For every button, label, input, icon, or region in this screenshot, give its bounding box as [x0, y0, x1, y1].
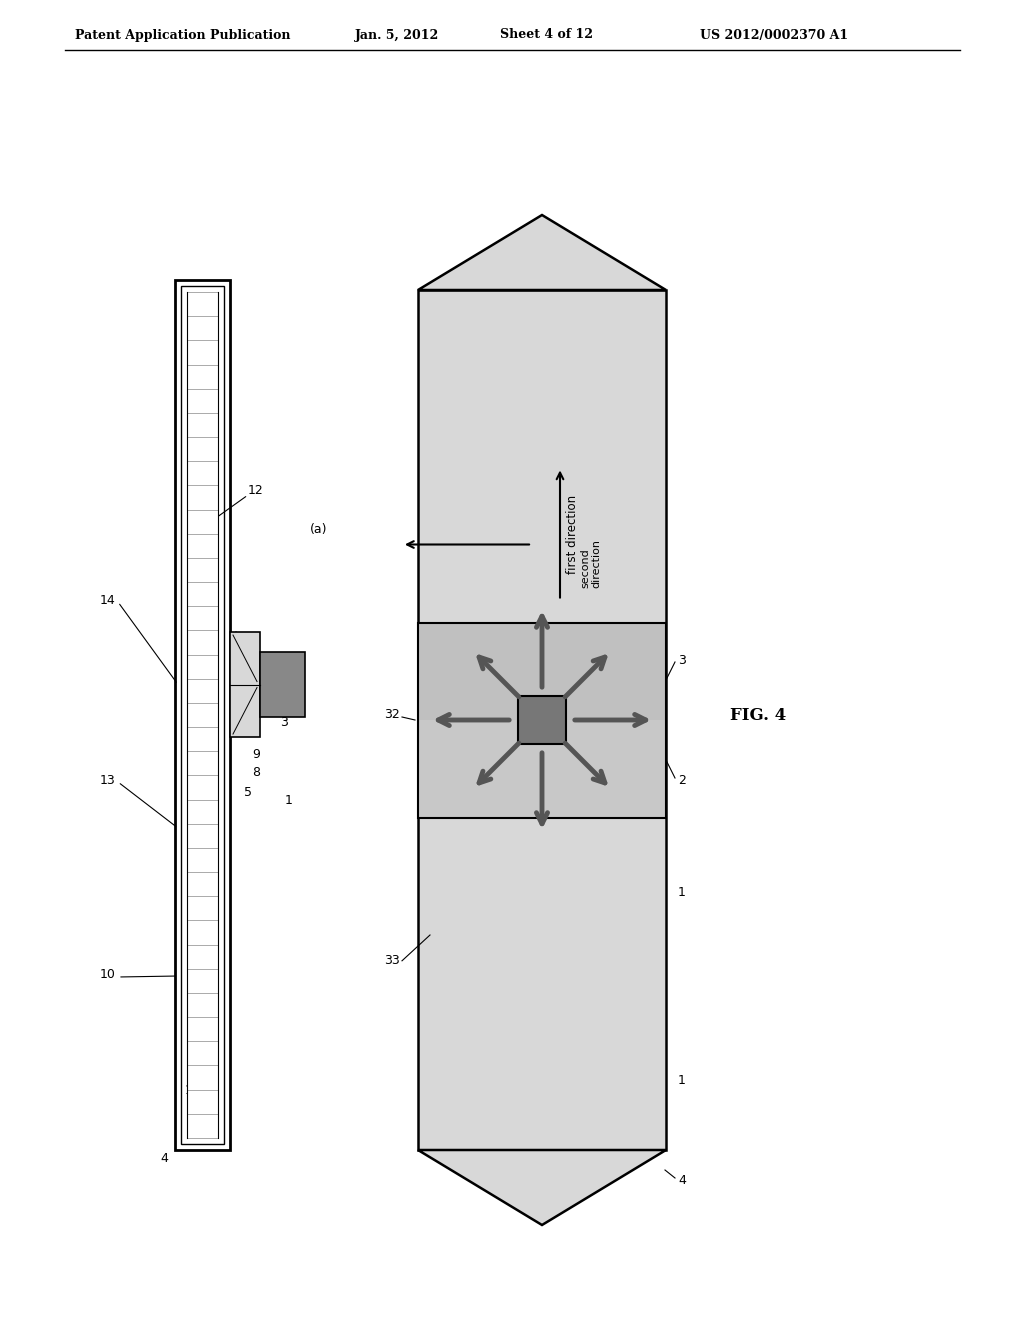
- Text: US 2012/0002370 A1: US 2012/0002370 A1: [700, 29, 848, 41]
- Bar: [187, 292, 218, 1138]
- Text: 3: 3: [678, 653, 686, 667]
- Text: 4: 4: [678, 1173, 686, 1187]
- Text: second
direction: second direction: [580, 540, 602, 589]
- Polygon shape: [418, 1150, 666, 1225]
- Text: Jan. 5, 2012: Jan. 5, 2012: [355, 29, 439, 41]
- Text: 8: 8: [252, 767, 260, 780]
- Bar: [230, 632, 260, 737]
- Text: 1: 1: [285, 793, 293, 807]
- Text: 11: 11: [185, 1084, 201, 1097]
- Text: first direction: first direction: [566, 495, 579, 574]
- Text: 2: 2: [278, 701, 286, 714]
- Bar: [418, 623, 666, 817]
- Text: 14: 14: [100, 594, 116, 606]
- Text: 32: 32: [384, 709, 400, 722]
- Text: 4: 4: [160, 1151, 168, 1164]
- Text: 13: 13: [100, 774, 116, 787]
- Text: 1: 1: [678, 886, 686, 899]
- Text: 10: 10: [100, 969, 116, 982]
- Text: 33: 33: [384, 954, 400, 968]
- Bar: [181, 286, 224, 1144]
- Bar: [175, 280, 230, 1150]
- Text: FIG. 4: FIG. 4: [730, 706, 786, 723]
- Text: 1: 1: [678, 1073, 686, 1086]
- Text: 3: 3: [280, 715, 288, 729]
- Bar: [518, 696, 566, 744]
- Bar: [418, 290, 666, 1150]
- Polygon shape: [418, 215, 666, 290]
- Text: 7: 7: [244, 659, 252, 672]
- Bar: [260, 652, 305, 717]
- Text: 2: 2: [678, 774, 686, 787]
- Bar: [418, 719, 666, 817]
- Text: 12: 12: [248, 483, 264, 496]
- Text: Patent Application Publication: Patent Application Publication: [75, 29, 291, 41]
- Text: (a): (a): [310, 524, 328, 536]
- Text: 9: 9: [252, 747, 260, 760]
- Text: 3: 3: [270, 689, 278, 701]
- Text: Sheet 4 of 12: Sheet 4 of 12: [500, 29, 593, 41]
- Bar: [418, 623, 666, 719]
- Text: 5: 5: [244, 785, 252, 799]
